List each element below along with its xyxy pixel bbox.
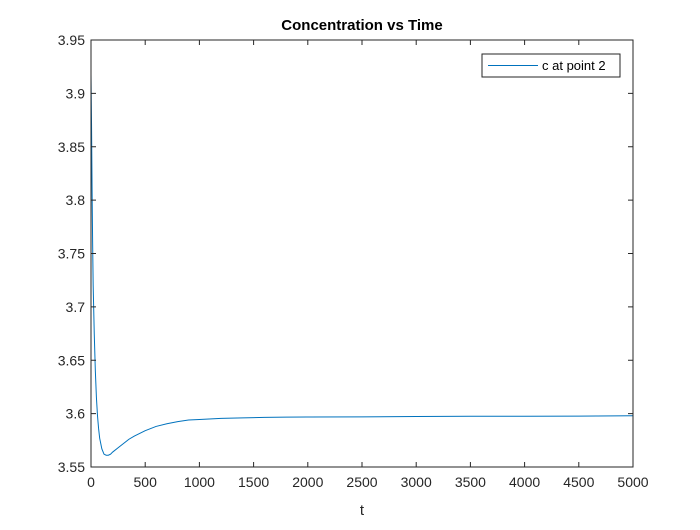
chart-title: Concentration vs Time: [281, 17, 442, 34]
y-tick-label: 3.6: [66, 406, 86, 422]
x-tick-label: 500: [134, 474, 158, 490]
y-tick-label: 3.75: [58, 246, 85, 262]
x-tick-label: 4500: [563, 474, 594, 490]
y-tick-label: 3.7: [66, 299, 86, 315]
x-tick-label: 4000: [509, 474, 540, 490]
legend-label-c-at-point-2: c at point 2: [542, 58, 606, 73]
x-tick-label: 1000: [184, 474, 215, 490]
series-layer: [90, 74, 634, 456]
x-tick-label: 2000: [292, 474, 323, 490]
x-tick-label: 1500: [238, 474, 269, 490]
y-tick-label: 3.8: [66, 192, 86, 208]
x-tick-label: 2500: [346, 474, 377, 490]
y-tick-label: 3.9: [66, 85, 86, 101]
x-axis-label: t: [360, 502, 365, 519]
x-tick-label: 3000: [401, 474, 432, 490]
plot-area: [91, 40, 633, 467]
x-tick-label: 0: [87, 474, 95, 490]
legend: c at point 2: [481, 53, 621, 78]
y-tick-label: 3.55: [58, 459, 85, 475]
x-axis-ticks: 0 500 1000 1500 2000 2500 3000 3500 4000 4500 5000: [87, 40, 649, 490]
y-tick-label: 3.85: [58, 139, 85, 155]
y-axis-ticks: 3.55 3.6 3.65 3.7 3.75 3.8 3.85 3.9 3.95: [58, 32, 633, 475]
y-tick-label: 3.65: [58, 352, 85, 368]
x-tick-label: 5000: [617, 474, 648, 490]
x-tick-label: 3500: [455, 474, 486, 490]
series-line-0: [90, 74, 634, 456]
y-tick-label: 3.95: [58, 32, 85, 48]
legend-box: [481, 53, 621, 78]
